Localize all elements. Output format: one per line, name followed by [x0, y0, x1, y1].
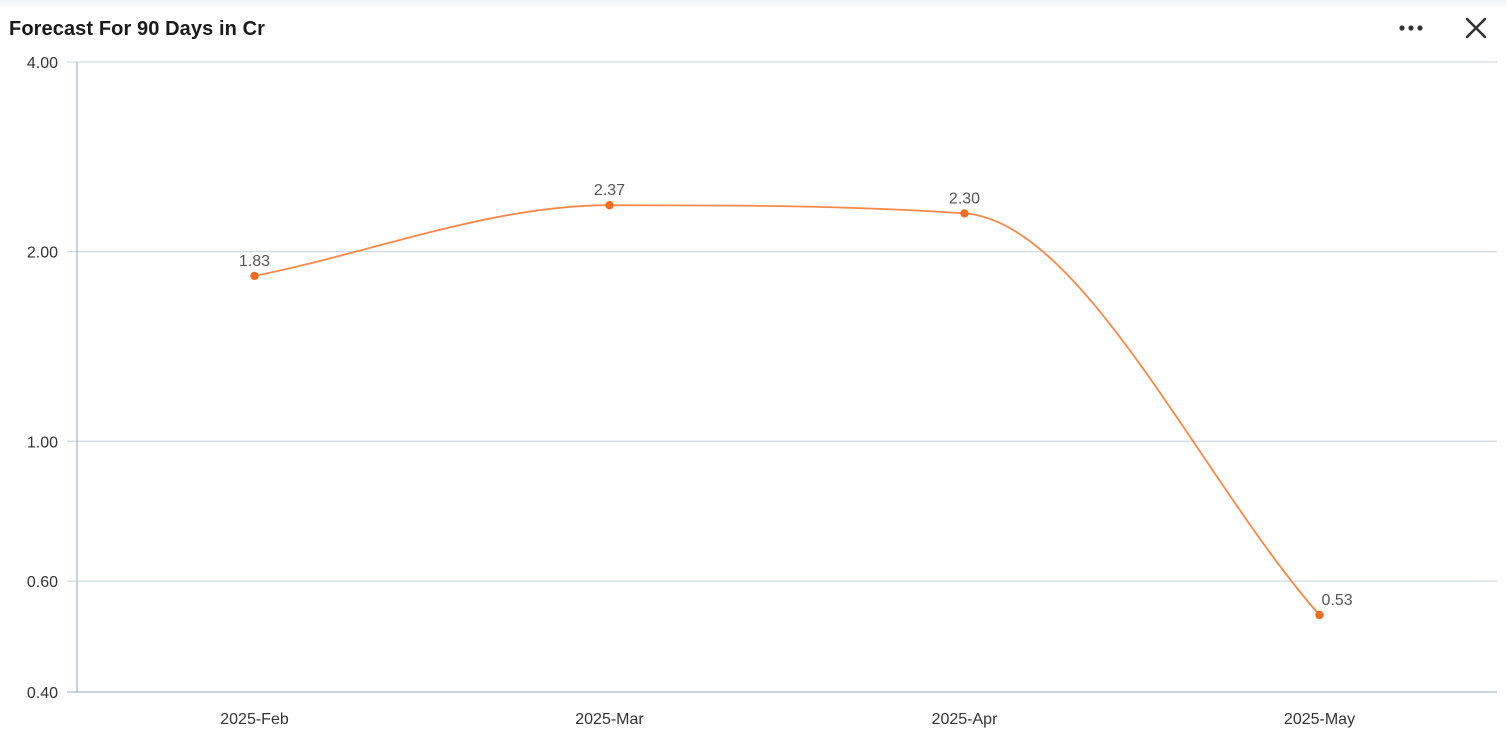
panel-top-shadow: [0, 0, 1507, 8]
data-label: 0.53: [1322, 592, 1353, 609]
chart-title: Forecast For 90 Days in Cr: [9, 18, 266, 40]
close-button[interactable]: [1460, 12, 1492, 44]
y-tick-label: 2.00: [27, 245, 58, 262]
more-horizontal-icon: [1399, 25, 1423, 31]
more-options-button[interactable]: [1392, 14, 1430, 42]
close-icon: [1465, 17, 1487, 39]
x-tick-label: 2025-Mar: [575, 711, 644, 728]
x-tick-label: 2025-Feb: [220, 711, 289, 728]
y-tick-label: 4.00: [27, 55, 58, 72]
data-label: 2.37: [594, 182, 625, 199]
data-point: [605, 201, 614, 210]
series-line: [254, 204, 1321, 616]
data-label: 2.30: [949, 190, 980, 207]
data-point: [1315, 610, 1324, 620]
y-tick-label: 1.00: [27, 434, 58, 451]
y-tick-label: 0.60: [27, 574, 58, 591]
data-point: [960, 209, 969, 218]
data-label: 1.83: [239, 253, 270, 270]
data-point: [250, 271, 259, 281]
y-tick-label: 0.40: [27, 685, 58, 702]
x-tick-label: 2025-May: [1284, 711, 1355, 728]
x-tick-label: 2025-Apr: [932, 711, 998, 728]
